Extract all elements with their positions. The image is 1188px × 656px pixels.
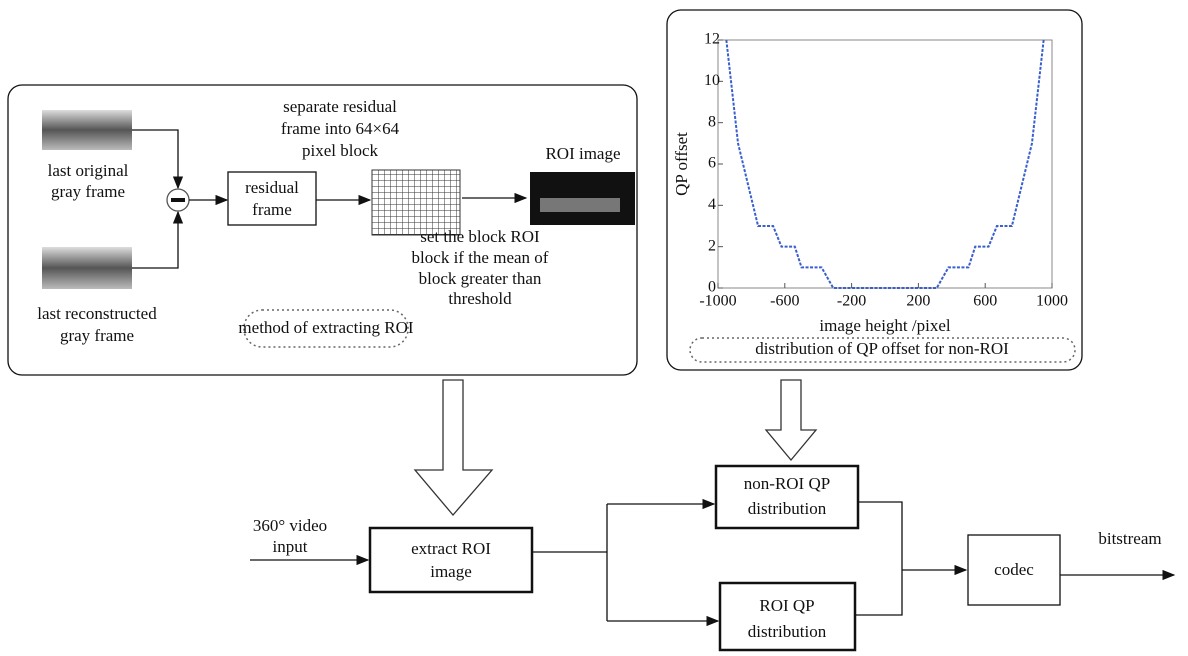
- node: [227, 171, 317, 226]
- label: distribution: [748, 622, 827, 641]
- node: [967, 534, 1061, 606]
- caption-pill: [689, 337, 1076, 363]
- thumbnail: [42, 247, 132, 289]
- y-tick-label: 8: [708, 113, 716, 130]
- y-tick-label: 6: [708, 155, 716, 172]
- label: bitstream: [1098, 529, 1161, 548]
- thumbnail: [42, 110, 132, 150]
- caption: method of extracting ROI: [238, 318, 413, 337]
- x-tick-label: -600: [770, 293, 799, 310]
- caption-pill: [243, 309, 409, 348]
- hollow-arrow: [413, 379, 494, 516]
- arrow: [132, 210, 184, 269]
- plot: -1000 -600 -200 200 600 1000 0 2 4 6 8 10 12: [699, 31, 1068, 310]
- node: [714, 464, 860, 530]
- label: threshold: [448, 289, 512, 308]
- label: frame: [252, 200, 292, 219]
- label: set the block ROI: [420, 227, 540, 246]
- roi-image: [540, 198, 620, 212]
- node: [368, 526, 534, 594]
- label: non-ROI QP: [744, 474, 830, 493]
- label: block if the mean of: [412, 248, 549, 267]
- label: input: [273, 537, 308, 556]
- label: ROI image: [545, 144, 620, 163]
- x-tick-label: -200: [837, 293, 866, 310]
- roi-panel: [7, 84, 638, 376]
- y-tick-label: 4: [708, 196, 716, 213]
- node: [718, 581, 857, 652]
- label: distribution: [748, 499, 827, 518]
- plot-area: [717, 39, 1053, 289]
- label: last reconstructed: [37, 304, 157, 323]
- y-tick-label: 12: [704, 31, 720, 48]
- label: residual: [245, 178, 299, 197]
- label: extract ROI: [411, 539, 491, 558]
- label: frame into 64×64: [281, 119, 400, 138]
- label: separate residual: [283, 97, 397, 116]
- label: last original: [48, 161, 129, 180]
- arrow: [132, 129, 184, 190]
- label: image: [430, 562, 472, 581]
- x-tick-label: 1000: [1036, 293, 1068, 310]
- x-tick-label: 600: [973, 293, 997, 310]
- label: ROI QP: [759, 596, 814, 615]
- label: gray frame: [51, 182, 125, 201]
- x-axis-label: image height /pixel: [819, 316, 951, 335]
- connector: [532, 504, 608, 621]
- y-tick-label: 2: [708, 237, 716, 254]
- caption: distribution of QP offset for non-ROI: [755, 339, 1009, 358]
- label: codec: [994, 560, 1034, 579]
- x-tick-label: -1000: [699, 293, 736, 310]
- minus: [171, 198, 185, 202]
- block-grid: [371, 169, 461, 236]
- connector: [855, 501, 903, 616]
- y-tick-label: 10: [704, 72, 720, 89]
- label: 360° video: [253, 516, 327, 535]
- x-tick-label: 200: [906, 293, 930, 310]
- y-axis-label: QP offset: [672, 132, 691, 196]
- label: block greater than: [419, 269, 542, 288]
- label: pixel block: [302, 141, 379, 160]
- label: gray frame: [60, 326, 134, 345]
- hollow-arrow: [764, 379, 818, 462]
- series-line: [725, 39, 1045, 289]
- y-tick-label: 0: [708, 279, 716, 296]
